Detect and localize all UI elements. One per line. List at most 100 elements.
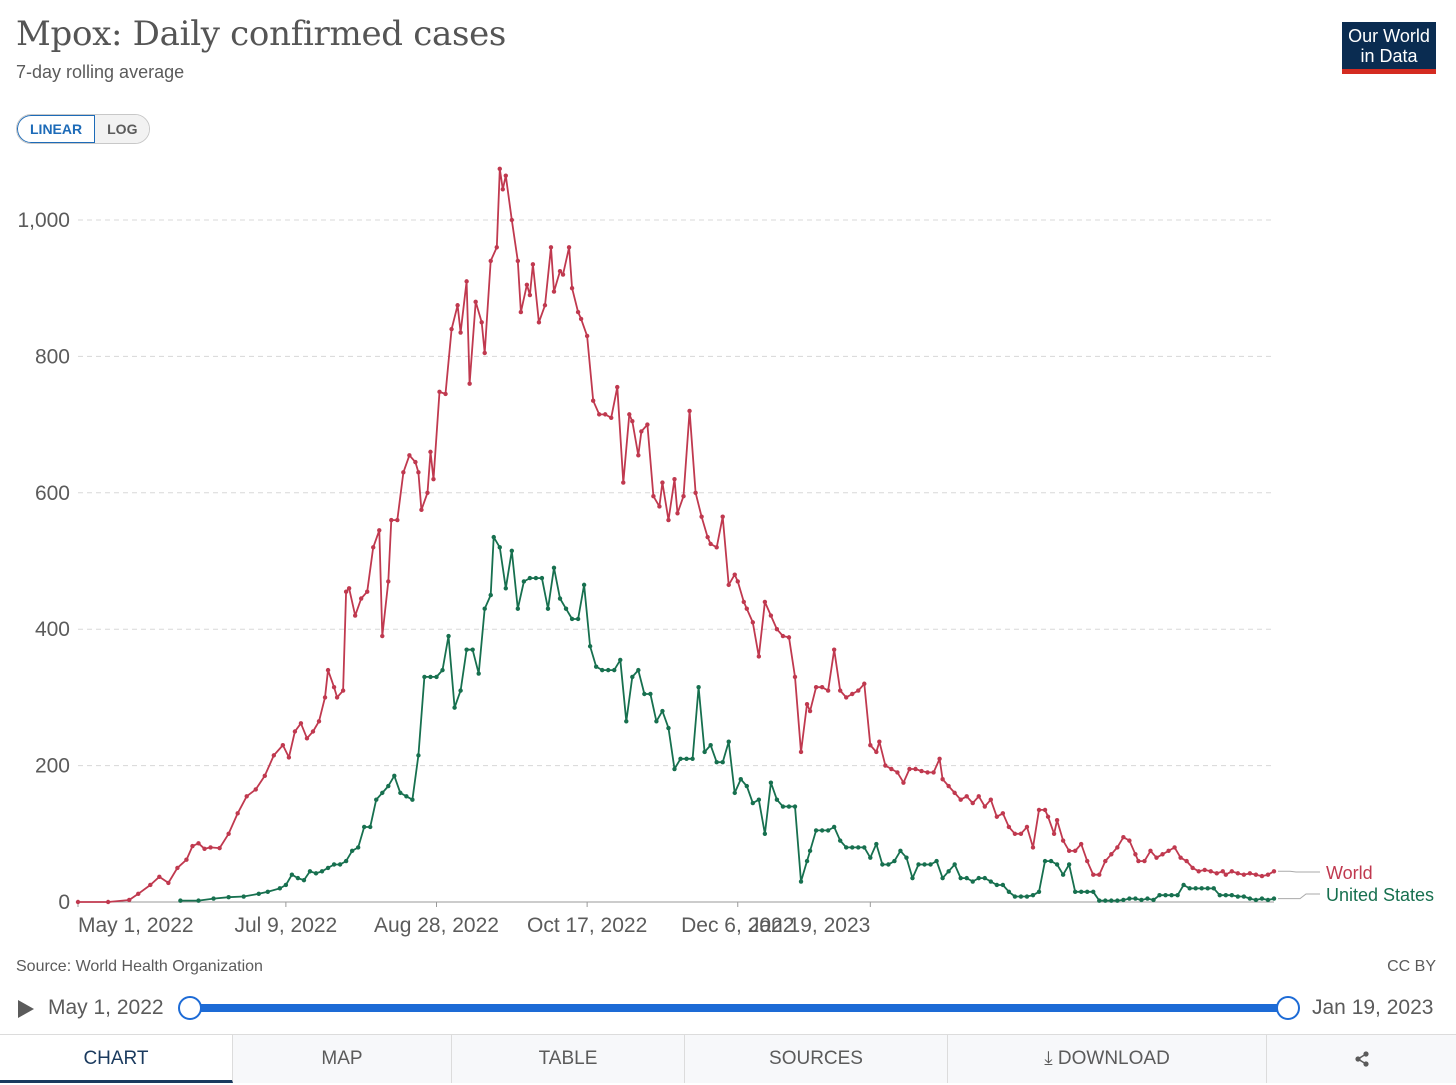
timeline-track[interactable] — [190, 1004, 1288, 1012]
us-data-point — [307, 869, 313, 874]
world-data-point — [578, 316, 584, 322]
world-data-point — [1036, 807, 1042, 813]
world-data-point — [334, 695, 340, 700]
world-data-point — [988, 797, 994, 802]
world-data-point — [1054, 817, 1060, 823]
us-data-point — [819, 828, 825, 833]
us-data-point — [1024, 894, 1030, 899]
us-data-point — [1229, 892, 1235, 898]
us-data-point — [958, 875, 963, 881]
linear-scale-button[interactable]: LINEAR — [17, 115, 96, 143]
world-data-point — [660, 480, 665, 485]
tab-table[interactable]: TABLE — [452, 1035, 685, 1083]
legend-united-states: United States — [1326, 885, 1434, 905]
us-data-point — [988, 879, 994, 884]
log-scale-button[interactable]: LOG — [95, 115, 150, 143]
timeline-start-handle[interactable] — [178, 996, 202, 1020]
world-data-point — [148, 882, 153, 888]
us-data-point — [1060, 872, 1066, 877]
tab-share[interactable] — [1267, 1035, 1456, 1083]
world-data-point — [416, 470, 421, 475]
world-data-point — [1241, 872, 1247, 877]
world-data-point — [551, 289, 557, 294]
us-data-point — [1012, 894, 1018, 899]
world-data-point — [298, 721, 304, 726]
x-tick-label: Aug 28, 2022 — [374, 914, 499, 937]
world-data-point — [1229, 869, 1235, 874]
tab-map[interactable]: MAP — [233, 1035, 452, 1083]
us-data-point — [1036, 889, 1042, 894]
world-data-point — [419, 507, 424, 513]
tab-download[interactable]: ⤓ DOWNLOAD — [948, 1035, 1267, 1083]
world-data-point — [1160, 852, 1165, 857]
us-data-point — [624, 719, 629, 724]
us-data-point — [690, 756, 695, 761]
us-data-point — [1085, 889, 1090, 894]
world-data-point — [675, 511, 680, 516]
world-data-point — [401, 470, 406, 475]
us-data-point — [1265, 897, 1271, 903]
us-data-point — [964, 875, 969, 881]
world-data-point — [584, 333, 590, 339]
world-data-point — [1259, 873, 1265, 879]
world-data-point — [455, 303, 460, 308]
tab-sources[interactable]: SOURCES — [685, 1035, 948, 1083]
world-data-point — [1196, 869, 1201, 874]
world-data-point — [630, 418, 635, 424]
world-data-point — [1085, 858, 1090, 864]
us-data-point — [1253, 897, 1259, 903]
world-data-point — [919, 768, 924, 774]
world-data-point — [105, 899, 111, 905]
world-data-point — [316, 719, 322, 724]
us-data-point — [545, 606, 551, 611]
world-data-point — [627, 412, 632, 417]
world-data-point — [645, 422, 650, 427]
world-data-point — [395, 517, 400, 523]
us-data-point — [1030, 892, 1036, 898]
world-data-point — [946, 783, 951, 789]
us-data-point — [1205, 886, 1210, 891]
us-data-point — [982, 875, 987, 881]
world-data-point — [603, 412, 608, 417]
tab-bar: CHART MAP TABLE SOURCES ⤓ DOWNLOAD — [0, 1034, 1456, 1085]
world-data-point — [609, 415, 614, 420]
world-data-point — [184, 857, 189, 862]
world-data-point — [768, 613, 774, 618]
tab-chart[interactable]: CHART — [0, 1035, 233, 1083]
world-data-point — [750, 620, 756, 625]
us-data-point — [630, 674, 635, 680]
world-data-point — [1127, 838, 1132, 843]
us-data-point — [422, 674, 427, 680]
world-data-point — [1148, 848, 1153, 854]
us-data-point — [470, 647, 475, 652]
world-data-point — [127, 897, 132, 903]
us-data-point — [446, 633, 451, 639]
world-data-point — [1133, 852, 1138, 857]
owid-logo[interactable]: Our World in Data — [1342, 22, 1436, 74]
license-label[interactable]: CC BY — [1387, 958, 1436, 975]
source-note[interactable]: Source: World Health Organization — [16, 958, 263, 975]
us-data-point — [313, 871, 319, 876]
world-data-point — [575, 309, 581, 315]
us-data-point — [976, 875, 981, 881]
world-data-point — [798, 749, 804, 755]
timeline-start-label: May 1, 2022 — [48, 996, 164, 1019]
us-data-point — [368, 824, 373, 830]
us-data-point — [762, 831, 768, 836]
us-data-point — [410, 797, 415, 802]
us-data-point — [575, 616, 581, 622]
play-icon[interactable] — [18, 1000, 34, 1018]
us-data-point — [837, 838, 843, 843]
timeline-end-handle[interactable] — [1276, 996, 1300, 1020]
world-data-point — [1018, 831, 1024, 836]
world-data-point — [449, 326, 454, 332]
us-data-point — [922, 862, 927, 867]
world-data-point — [542, 303, 548, 308]
world-data-point — [837, 688, 843, 693]
x-tick-label: Dec 6, 2022 — [681, 914, 794, 937]
us-data-point — [241, 894, 246, 899]
us-data-point — [301, 877, 307, 883]
us-data-point — [886, 862, 891, 867]
us-data-point — [738, 777, 743, 782]
world-data-point — [524, 282, 530, 287]
